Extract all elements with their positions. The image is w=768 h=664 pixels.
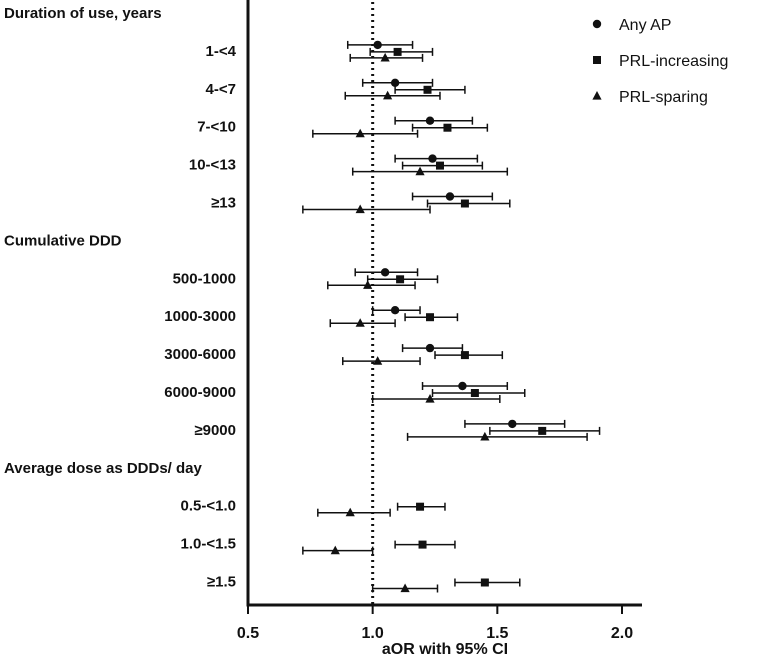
point-marker — [418, 540, 427, 549]
point-marker — [416, 502, 425, 511]
row-labels: Duration of use, years 1-<4 4-<7 7-<10 10-<1… — [4, 5, 237, 591]
row-label: 500-1000 — [173, 270, 236, 287]
point-marker — [393, 47, 402, 56]
point-marker — [355, 204, 365, 214]
section-header-label: Average dose as DDDs/ day — [4, 460, 203, 477]
point-marker — [435, 161, 444, 170]
point-marker — [396, 275, 405, 284]
legend: Any AP PRL-increasing PRL-sparing — [592, 17, 728, 106]
legend-label: PRL-increasing — [619, 53, 728, 70]
row-label: 3000-6000 — [164, 346, 236, 363]
point-marker — [443, 123, 452, 132]
row-label: ≥1.5 — [207, 574, 236, 591]
point-marker — [383, 90, 393, 100]
x-tick-label: 1.5 — [486, 625, 508, 642]
point-marker — [425, 343, 435, 353]
point-marker — [330, 545, 340, 555]
point-marker — [470, 389, 479, 397]
x-axis-title: aOR with 95% CI — [382, 641, 508, 658]
legend-label: Any AP — [619, 17, 671, 34]
x-tick-label: 0.5 — [237, 625, 259, 642]
legend-label: PRL-sparing — [619, 89, 708, 106]
point-marker — [460, 199, 469, 208]
point-marker — [355, 128, 365, 138]
legend-marker-square — [593, 56, 601, 64]
point-marker — [390, 78, 400, 88]
point-marker — [480, 578, 489, 587]
row-label: ≥13 — [211, 195, 236, 212]
section-header-label: Duration of use, years — [4, 5, 162, 22]
row-label: 0.5-<1.0 — [181, 498, 236, 515]
row-label: 4-<7 — [206, 81, 236, 98]
row-label: 6000-9000 — [164, 384, 236, 401]
point-marker — [425, 116, 435, 125]
whiskers — [302, 40, 601, 593]
point-marker — [480, 431, 490, 441]
point-marker — [460, 351, 469, 360]
point-marker — [380, 52, 390, 62]
point-marker — [423, 85, 432, 94]
point-marker — [426, 313, 435, 322]
point-marker — [373, 356, 383, 365]
point-marker — [355, 318, 365, 327]
row-label: 7-<10 — [197, 119, 236, 136]
markers — [330, 40, 547, 593]
point-marker — [415, 166, 425, 176]
x-ticks: 0.5 1.0 1.5 2.0 — [237, 605, 633, 642]
legend-marker-triangle — [592, 91, 602, 100]
point-marker — [400, 583, 410, 593]
row-label: 1000-3000 — [164, 308, 236, 325]
x-tick-label: 2.0 — [611, 625, 633, 642]
point-marker — [373, 40, 382, 50]
point-marker — [380, 268, 390, 277]
point-marker — [428, 154, 437, 163]
point-marker — [538, 426, 547, 435]
point-marker — [363, 280, 373, 289]
point-marker — [425, 394, 435, 403]
point-marker — [445, 192, 455, 201]
point-marker — [390, 306, 400, 315]
row-label: 1-<4 — [206, 43, 237, 60]
legend-marker-circle — [592, 19, 602, 29]
point-marker — [458, 381, 467, 391]
row-label: 1.0-<1.5 — [181, 536, 236, 553]
point-marker — [508, 419, 517, 429]
row-label: 10-<13 — [189, 157, 236, 174]
x-tick-label: 1.0 — [362, 625, 384, 642]
row-label: ≥9000 — [194, 422, 236, 439]
section-header-label: Cumulative DDD — [4, 232, 122, 249]
point-marker — [345, 507, 355, 517]
